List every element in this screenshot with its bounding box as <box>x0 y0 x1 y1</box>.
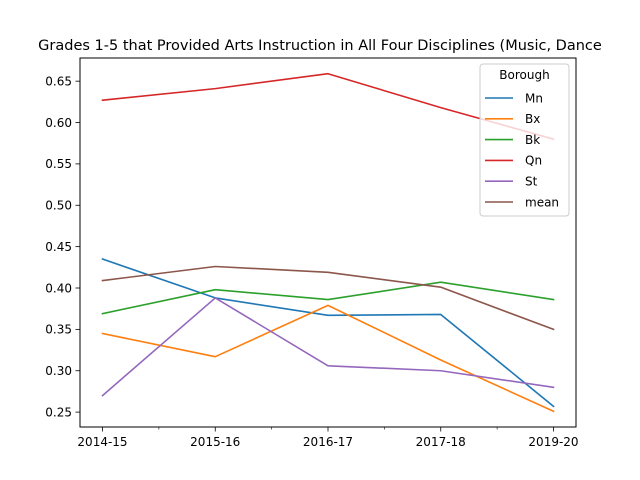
legend: Borough Mn Bx Bk Qn St mean <box>479 63 570 217</box>
x-tick-label: 2019-20 <box>528 435 578 449</box>
chart-title: Grades 1-5 that Provided Arts Instructio… <box>38 38 602 54</box>
y-tick-label: 0.25 <box>45 405 72 419</box>
series-line-Qn <box>101 72 555 141</box>
legend-title: Borough <box>499 68 549 82</box>
series-line-Bx <box>101 304 555 413</box>
y-tick-label: 0.45 <box>45 240 72 254</box>
x-axis: 2014-15 2015-16 2016-17 2017-18 2019-20 <box>77 427 579 449</box>
legend-label-Mn: Mn <box>525 91 543 105</box>
y-tick-label: 0.55 <box>45 157 72 171</box>
y-tick-label: 0.50 <box>45 199 72 213</box>
legend-box <box>479 63 570 217</box>
series-line-mean <box>101 265 555 331</box>
series-layer <box>101 72 555 413</box>
series-line-Mn <box>101 258 555 408</box>
legend-label-Bk: Bk <box>525 133 540 147</box>
y-tick-label: 0.65 <box>45 74 72 88</box>
legend-label-Qn: Qn <box>525 154 542 168</box>
x-tick-label: 2015-16 <box>190 435 240 449</box>
legend-label-Bx: Bx <box>525 112 540 126</box>
y-tick-label: 0.35 <box>45 323 72 337</box>
y-tick-label: 0.30 <box>45 364 72 378</box>
series-line-Bk <box>101 281 555 315</box>
legend-label-St: St <box>525 175 538 189</box>
x-tick-label: 2016-17 <box>303 435 353 449</box>
y-axis: 0.25 0.30 0.35 0.40 0.45 0.50 0.55 0.60 0.65 <box>45 74 80 419</box>
legend-label-mean: mean <box>525 195 559 209</box>
x-tick-label: 2014-15 <box>77 435 127 449</box>
series-line-St <box>101 297 555 397</box>
x-tick-label: 2017-18 <box>416 435 466 449</box>
y-tick-label: 0.40 <box>45 281 72 295</box>
legend-items: Mn Bx Bk Qn St mean <box>485 91 559 209</box>
y-tick-label: 0.60 <box>45 116 72 130</box>
